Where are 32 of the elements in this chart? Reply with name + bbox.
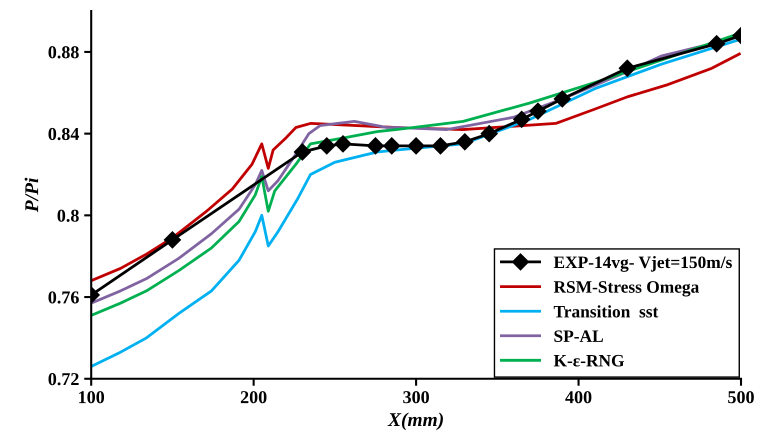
x-tick-label: 500	[728, 391, 754, 404]
point	[480, 125, 498, 142]
y-tick-label: 0.84	[48, 128, 80, 140]
point	[408, 137, 425, 154]
point	[618, 60, 636, 77]
point	[334, 135, 352, 152]
point	[318, 137, 336, 154]
x-tick-label: 400	[565, 391, 592, 404]
y-tick-label: 0.72	[48, 373, 79, 386]
point	[294, 143, 311, 161]
point	[164, 231, 181, 248]
y-axis-title: P/Pi	[24, 178, 38, 212]
y-tick-label: 0.88	[48, 46, 79, 58]
legend-label: RSM-Stress Omega	[554, 281, 700, 296]
x-tick-label: 100	[79, 391, 104, 404]
point	[529, 102, 546, 120]
point	[432, 137, 450, 154]
x-tick-label: 300	[403, 391, 429, 404]
point	[513, 110, 530, 128]
legend-label: Transition sst	[554, 305, 658, 318]
point	[383, 137, 400, 154]
y-tick-label: 0.8	[58, 210, 79, 222]
y-tick-label: 0.76	[48, 291, 79, 304]
point	[456, 133, 474, 150]
legend-label: EXP-14vg- Vjet=150m/s	[554, 256, 732, 272]
legend-label: K-ε-RNG	[554, 354, 624, 367]
legend-label: SP-AL	[554, 330, 603, 342]
point	[554, 90, 571, 108]
point	[708, 35, 726, 52]
x-tick-label: 200	[240, 391, 267, 404]
x-axis-title: X(mm)	[388, 412, 443, 430]
point	[366, 137, 384, 154]
